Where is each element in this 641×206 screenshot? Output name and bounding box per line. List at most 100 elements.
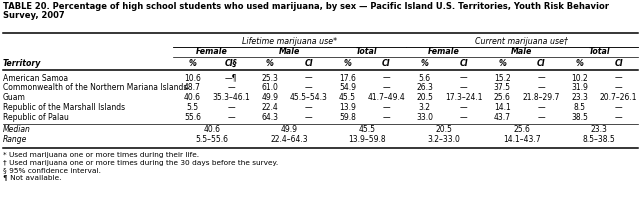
Text: %: % [421, 59, 429, 68]
Text: —: — [382, 74, 390, 82]
Text: 20.7–26.1: 20.7–26.1 [600, 94, 637, 103]
Text: 13.9–59.8: 13.9–59.8 [348, 136, 386, 144]
Text: 45.5: 45.5 [358, 125, 375, 135]
Text: 37.5: 37.5 [494, 83, 511, 92]
Text: Commonwealth of the Northern Mariana Islands: Commonwealth of the Northern Mariana Isl… [3, 83, 187, 92]
Text: —: — [537, 83, 545, 92]
Text: 54.9: 54.9 [339, 83, 356, 92]
Text: —: — [382, 114, 390, 123]
Text: Male: Male [511, 48, 533, 56]
Text: 3.2: 3.2 [419, 103, 431, 112]
Text: —: — [382, 83, 390, 92]
Text: 23.3: 23.3 [591, 125, 608, 135]
Text: 40.6: 40.6 [203, 125, 221, 135]
Text: 10.6: 10.6 [184, 74, 201, 82]
Text: 25.6: 25.6 [513, 125, 530, 135]
Text: —: — [460, 74, 467, 82]
Text: 3.2–33.0: 3.2–33.0 [428, 136, 461, 144]
Text: 20.5: 20.5 [417, 94, 433, 103]
Text: 40.6: 40.6 [184, 94, 201, 103]
Text: 35.3–46.1: 35.3–46.1 [212, 94, 250, 103]
Text: * Used marijuana one or more times during their life.: * Used marijuana one or more times durin… [3, 152, 199, 158]
Text: —: — [615, 74, 622, 82]
Text: § 95% confidence interval.: § 95% confidence interval. [3, 167, 101, 173]
Text: Territory: Territory [3, 59, 42, 68]
Text: CI: CI [537, 59, 545, 68]
Text: Survey, 2007: Survey, 2007 [3, 11, 65, 20]
Text: Male: Male [279, 48, 300, 56]
Text: Republic of the Marshall Islands: Republic of the Marshall Islands [3, 103, 125, 112]
Text: 17.6: 17.6 [339, 74, 356, 82]
Text: —: — [537, 114, 545, 123]
Text: %: % [266, 59, 274, 68]
Text: 14.1: 14.1 [494, 103, 511, 112]
Text: 10.2: 10.2 [572, 74, 588, 82]
Text: 45.5: 45.5 [339, 94, 356, 103]
Text: 49.9: 49.9 [262, 94, 278, 103]
Text: 20.5: 20.5 [436, 125, 453, 135]
Text: —: — [305, 114, 312, 123]
Text: 13.9: 13.9 [339, 103, 356, 112]
Text: 64.3: 64.3 [262, 114, 278, 123]
Text: %: % [344, 59, 351, 68]
Text: —: — [305, 83, 312, 92]
Text: %: % [576, 59, 584, 68]
Text: CI§: CI§ [225, 59, 237, 68]
Text: 55.6: 55.6 [184, 114, 201, 123]
Text: %: % [499, 59, 506, 68]
Text: —: — [228, 83, 235, 92]
Text: 23.3: 23.3 [571, 94, 588, 103]
Text: 61.0: 61.0 [262, 83, 278, 92]
Text: —: — [615, 103, 622, 112]
Text: ¶ Not available.: ¶ Not available. [3, 174, 62, 180]
Text: 17.3–24.1: 17.3–24.1 [445, 94, 483, 103]
Text: 8.5: 8.5 [574, 103, 586, 112]
Text: —: — [537, 103, 545, 112]
Text: 22.4: 22.4 [262, 103, 278, 112]
Text: TABLE 20. Percentage of high school students who used marijuana, by sex — Pacifi: TABLE 20. Percentage of high school stud… [3, 2, 609, 11]
Text: Female: Female [196, 48, 228, 56]
Text: 5.6: 5.6 [419, 74, 431, 82]
Text: 33.0: 33.0 [417, 114, 433, 123]
Text: 15.2: 15.2 [494, 74, 511, 82]
Text: CI: CI [382, 59, 390, 68]
Text: Total: Total [356, 48, 378, 56]
Text: —: — [228, 103, 235, 112]
Text: —: — [305, 103, 312, 112]
Text: %: % [188, 59, 196, 68]
Text: 26.3: 26.3 [417, 83, 433, 92]
Text: 48.7: 48.7 [184, 83, 201, 92]
Text: —: — [382, 103, 390, 112]
Text: 21.8–29.7: 21.8–29.7 [522, 94, 560, 103]
Text: —: — [305, 74, 312, 82]
Text: —: — [615, 83, 622, 92]
Text: Current marijuana use†: Current marijuana use† [475, 36, 569, 46]
Text: Range: Range [3, 136, 28, 144]
Text: —¶: —¶ [225, 74, 237, 82]
Text: CI: CI [614, 59, 623, 68]
Text: —: — [460, 114, 467, 123]
Text: 43.7: 43.7 [494, 114, 511, 123]
Text: 14.1–43.7: 14.1–43.7 [503, 136, 540, 144]
Text: Republic of Palau: Republic of Palau [3, 114, 69, 123]
Text: Guam: Guam [3, 94, 26, 103]
Text: 45.5–54.3: 45.5–54.3 [290, 94, 328, 103]
Text: —: — [615, 114, 622, 123]
Text: 5.5–55.6: 5.5–55.6 [196, 136, 228, 144]
Text: Female: Female [428, 48, 460, 56]
Text: Lifetime marijuana use*: Lifetime marijuana use* [242, 36, 337, 46]
Text: Total: Total [588, 48, 610, 56]
Text: 25.3: 25.3 [262, 74, 278, 82]
Text: CI: CI [304, 59, 313, 68]
Text: American Samoa: American Samoa [3, 74, 68, 82]
Text: —: — [460, 83, 467, 92]
Text: 8.5–38.5: 8.5–38.5 [583, 136, 615, 144]
Text: † Used marijuana one or more times during the 30 days before the survey.: † Used marijuana one or more times durin… [3, 160, 278, 166]
Text: 59.8: 59.8 [339, 114, 356, 123]
Text: 5.5: 5.5 [187, 103, 199, 112]
Text: 25.6: 25.6 [494, 94, 511, 103]
Text: —: — [460, 103, 467, 112]
Text: 38.5: 38.5 [571, 114, 588, 123]
Text: —: — [537, 74, 545, 82]
Text: 31.9: 31.9 [571, 83, 588, 92]
